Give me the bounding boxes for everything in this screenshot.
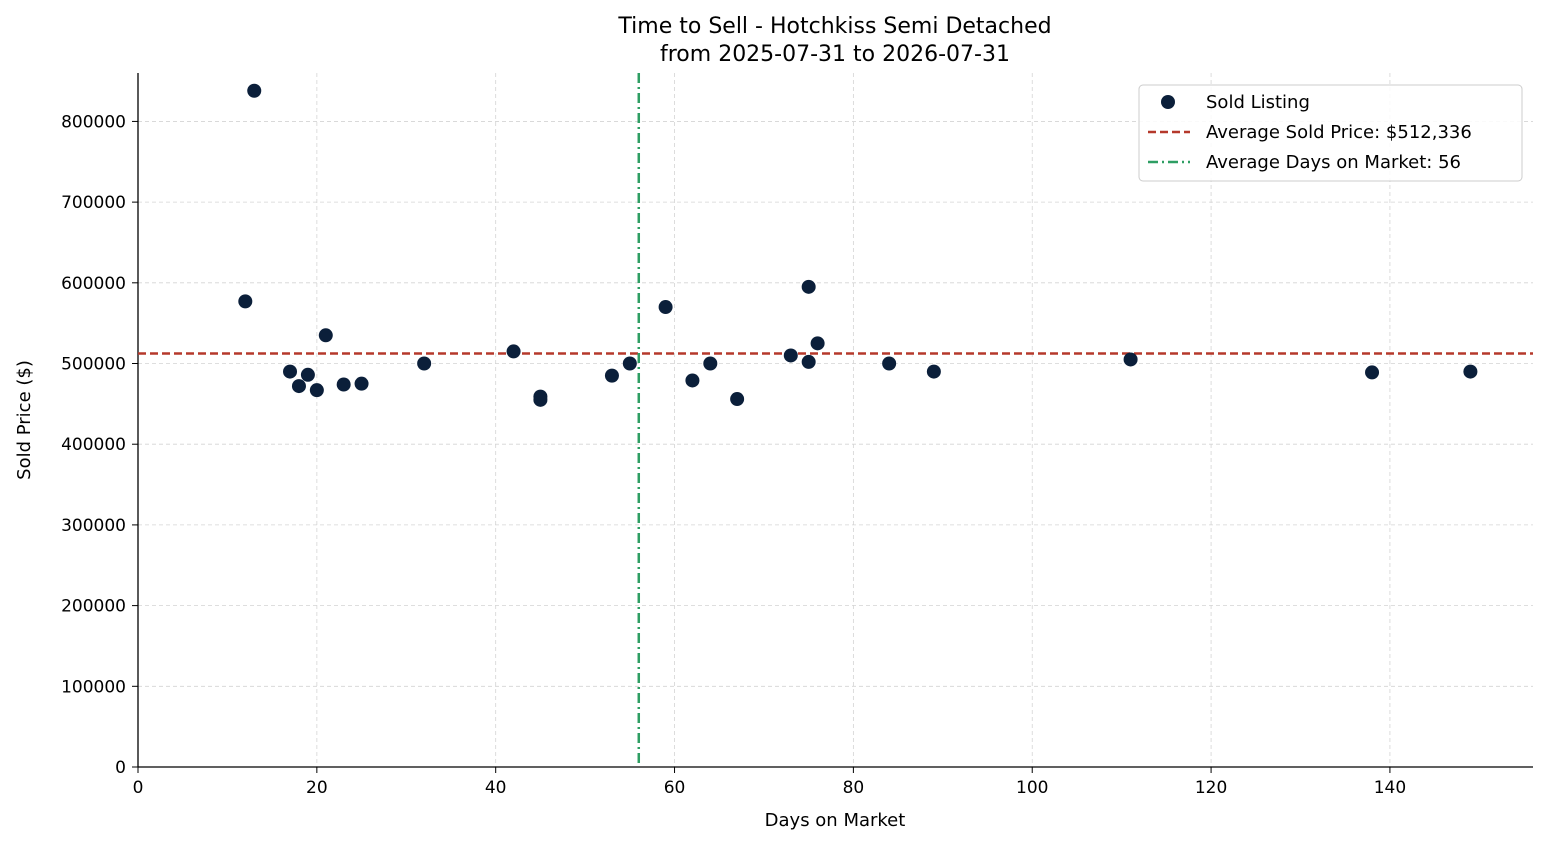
data-point [783,348,798,363]
x-tick-label: 60 [664,778,686,798]
x-tick-label: 40 [485,778,507,798]
data-point [810,336,825,351]
x-axis-label: Days on Market [765,810,906,831]
chart-subtitle: from 2025-07-31 to 2026-07-31 [660,42,1010,67]
data-point [533,392,548,407]
y-tick-label: 0 [115,758,126,778]
y-tick-label: 400000 [61,435,126,455]
y-tick-label: 100000 [61,677,126,697]
data-point [318,328,333,343]
data-point [882,356,897,371]
data-point [658,300,673,315]
y-tick-label: 800000 [61,112,126,132]
data-point [354,376,369,391]
legend: Sold Listing Average Sold Price: $512,33… [1138,84,1523,182]
data-point [801,354,816,369]
data-point [506,344,521,359]
legend-label-avg-days: Average Days on Market: 56 [1206,152,1461,173]
legend-label-avg-price: Average Sold Price: $512,336 [1206,122,1472,143]
y-tick-label: 300000 [61,516,126,536]
y-tick-label: 600000 [61,274,126,294]
legend-frame [1138,84,1523,182]
data-point [926,364,941,379]
data-point [1123,352,1138,367]
y-tick-label: 200000 [61,597,126,617]
data-point [801,279,816,294]
data-points [238,83,1478,407]
x-axis-ticks: 0 20 40 60 80 100 120 140 [133,767,1406,798]
x-tick-label: 80 [843,778,865,798]
data-point [622,356,637,371]
y-axis-label: Sold Price ($) [14,360,35,480]
y-axis-ticks: 0 100000 200000 300000 400000 500000 600000 700… [61,112,138,778]
data-point [1463,364,1478,379]
data-point [730,392,745,407]
legend-marker-sold-listing [1161,95,1175,109]
data-point [417,356,432,371]
x-tick-label: 20 [306,778,328,798]
y-tick-label: 500000 [61,355,126,375]
data-point [291,379,306,394]
data-point [336,377,351,392]
data-point [703,356,718,371]
data-point [238,294,253,309]
x-tick-label: 100 [1016,778,1048,798]
reference-lines [138,73,1533,767]
data-point [247,83,262,98]
data-point [283,364,298,379]
data-point [309,383,324,398]
y-tick-label: 700000 [61,193,126,213]
x-tick-label: 0 [133,778,144,798]
legend-label-sold-listing: Sold Listing [1206,92,1310,113]
data-point [1365,365,1380,380]
x-tick-label: 120 [1195,778,1227,798]
chart-title: Time to Sell - Hotchkiss Semi Detached [617,14,1051,39]
x-tick-label: 140 [1374,778,1406,798]
data-point [685,373,700,388]
data-point [604,368,619,383]
data-point [300,367,315,382]
